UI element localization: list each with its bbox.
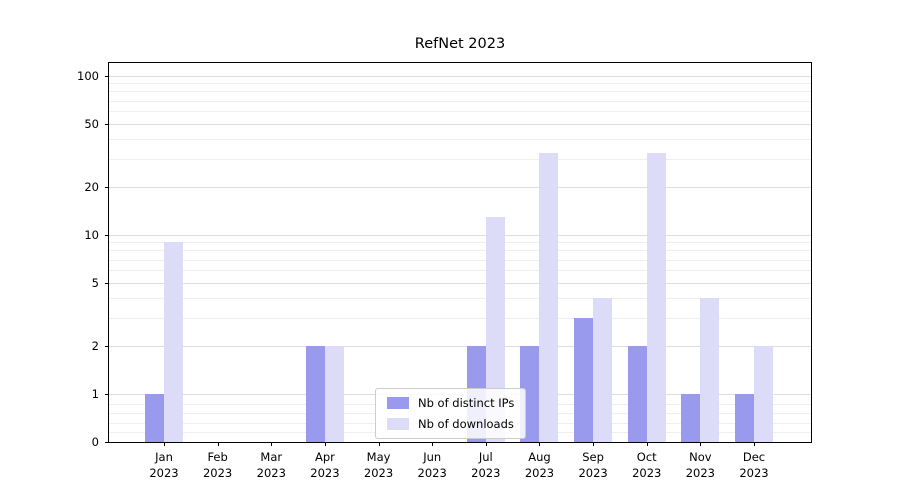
x-tick-label: Jun 2023	[417, 450, 447, 480]
bar-downloads	[164, 242, 183, 442]
x-tick-mark	[593, 442, 595, 446]
y-tick-label: 20	[84, 180, 99, 195]
gridline-minor	[109, 91, 811, 93]
bar-distinct-ips	[681, 394, 701, 442]
gridline-minor	[109, 100, 811, 102]
x-tick-mark	[164, 442, 165, 446]
gridline-minor	[109, 270, 811, 272]
legend-swatch-downloads	[387, 418, 409, 430]
legend-item-downloads: Nb of downloads	[387, 417, 514, 431]
bar-downloads	[324, 346, 344, 442]
x-tick-label: Sep 2023	[578, 450, 608, 480]
x-tick-label: Apr 2023	[310, 450, 340, 480]
legend-swatch-distinct-ips	[387, 397, 409, 409]
y-tick-label: 10	[84, 228, 99, 242]
gridline-minor	[109, 298, 811, 300]
y-tick-mark	[105, 394, 109, 395]
y-tick-mark	[105, 187, 109, 189]
y-tick-mark	[105, 123, 109, 125]
y-tick-label: 2	[91, 339, 99, 354]
x-tick-label: Aug 2023	[524, 450, 555, 480]
x-tick-label: May 2023	[363, 450, 394, 480]
gridline-minor	[109, 250, 811, 252]
gridline-major	[109, 187, 811, 189]
y-tick-label: 5	[91, 275, 99, 290]
gridline-major	[109, 346, 811, 348]
x-tick-mark	[646, 442, 648, 446]
y-tick-mark	[105, 282, 109, 284]
x-tick-label: Jul 2023	[471, 450, 501, 480]
gridline-minor	[109, 242, 811, 244]
gridline-minor	[109, 139, 811, 141]
x-tick-mark	[378, 442, 380, 446]
gridline-minor	[109, 259, 811, 261]
y-tick-label: 0	[91, 435, 99, 449]
x-tick-mark	[485, 442, 487, 446]
x-tick-mark	[700, 442, 702, 446]
bar-downloads	[485, 216, 505, 442]
y-tick-label: 100	[77, 69, 99, 83]
bar-distinct-ips	[574, 318, 594, 442]
x-tick-mark	[324, 442, 326, 446]
gridline-major	[109, 123, 811, 125]
x-tick-label: Mar 2023	[256, 450, 286, 480]
x-tick-label: Dec 2023	[739, 450, 769, 480]
gridline-minor	[109, 83, 811, 85]
x-tick-label: Oct 2023	[632, 450, 662, 480]
gridline-minor	[109, 318, 811, 320]
bar-distinct-ips	[735, 394, 754, 442]
bar-distinct-ips	[145, 394, 164, 442]
bar-downloads	[593, 298, 613, 442]
legend-label-downloads: Nb of downloads	[418, 417, 514, 431]
bar-distinct-ips	[305, 346, 325, 442]
x-tick-mark	[271, 442, 273, 446]
y-tick-mark	[105, 76, 109, 77]
x-tick-label: Nov 2023	[685, 450, 715, 480]
y-tick-label: 1	[91, 387, 99, 401]
x-tick-mark	[539, 442, 541, 446]
y-tick-label: 50	[84, 116, 99, 131]
y-tick-mark	[105, 346, 109, 348]
legend: Nb of distinct IPs Nb of downloads	[375, 388, 527, 439]
bar-downloads	[700, 298, 720, 442]
x-tick-label: Jan 2023	[149, 450, 179, 480]
x-tick-mark	[432, 442, 434, 446]
chart-title: RefNet 2023	[414, 36, 506, 52]
bar-downloads	[646, 152, 666, 442]
plot-area: Nb of distinct IPs Nb of downloads 0 1 2 5 1…	[77, 62, 812, 480]
bar-downloads	[754, 346, 773, 442]
x-tick-mark	[754, 442, 755, 446]
x-tick-mark	[217, 442, 219, 446]
legend-label-distinct-ips: Nb of distinct IPs	[418, 396, 515, 410]
bar-downloads	[539, 152, 559, 442]
x-tick-label: Feb 2023	[202, 450, 233, 480]
gridline-major	[109, 76, 811, 77]
gridline-major	[109, 235, 811, 236]
gridline-major	[109, 282, 811, 284]
gridline-minor	[109, 111, 811, 113]
legend-item-distinct-ips: Nb of distinct IPs	[387, 396, 514, 410]
bar-distinct-ips	[627, 346, 647, 442]
y-tick-mark	[105, 442, 109, 443]
y-tick-mark	[105, 235, 109, 236]
gridline-minor	[109, 159, 811, 161]
